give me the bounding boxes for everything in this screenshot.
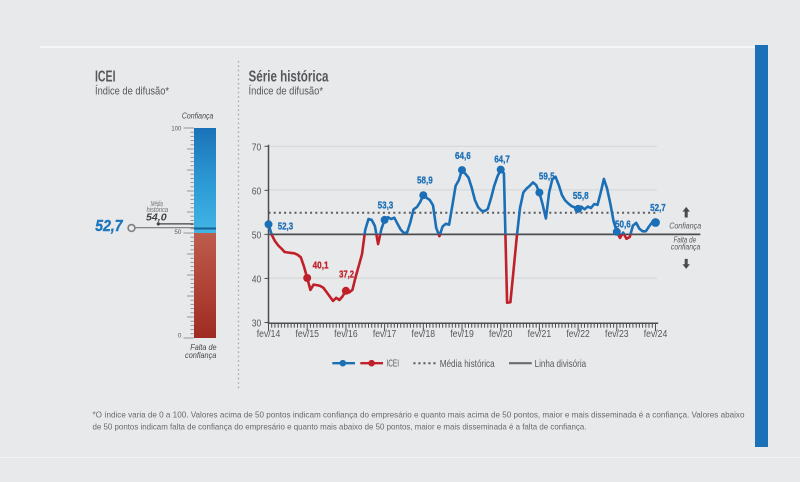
svg-text:52,3: 52,3 [278,221,294,233]
svg-text:de 50 pontos indicam falta de: de 50 pontos indicam falta de confiança … [93,422,587,432]
svg-text:confiança: confiança [671,242,701,251]
svg-text:Índice de difusão*: Índice de difusão* [249,85,324,98]
svg-text:40,1: 40,1 [313,260,329,272]
svg-text:60: 60 [252,186,262,197]
svg-text:Confiança: Confiança [182,111,214,121]
svg-text:fev/23: fev/23 [605,329,629,340]
svg-text:64,7: 64,7 [494,154,510,166]
svg-text:ICEI: ICEI [387,358,400,370]
svg-text:53,3: 53,3 [378,199,394,211]
svg-text:37,2: 37,2 [339,268,354,280]
svg-text:Média histórica: Média histórica [440,358,495,370]
svg-text:fev/17: fev/17 [373,329,397,340]
svg-text:40: 40 [252,274,262,285]
svg-text:30: 30 [252,319,262,330]
svg-text:50,6: 50,6 [615,218,631,230]
svg-text:Média: Média [151,201,163,208]
svg-text:Confiança: Confiança [669,221,701,230]
svg-text:Série histórica: Série histórica [249,69,329,86]
svg-text:Falta de: Falta de [673,236,696,245]
svg-text:50: 50 [174,230,182,236]
svg-text:70: 70 [252,142,262,153]
svg-text:fev/24: fev/24 [644,329,668,340]
svg-text:fev/20: fev/20 [489,329,513,340]
svg-text:58,9: 58,9 [417,174,433,186]
svg-text:0: 0 [178,334,182,340]
svg-text:52,7: 52,7 [650,202,666,214]
svg-text:fev/22: fev/22 [566,329,590,340]
svg-text:Falta de: Falta de [190,342,217,352]
svg-text:Índice de difusão*: Índice de difusão* [95,85,170,98]
svg-text:fev/19: fev/19 [450,329,474,340]
svg-text:100: 100 [171,127,182,133]
svg-text:fev/18: fev/18 [412,329,436,340]
svg-text:59,5: 59,5 [539,171,555,183]
svg-text:histórica: histórica [146,207,168,214]
svg-text:54,0: 54,0 [146,211,167,223]
svg-text:55,8: 55,8 [573,190,589,202]
svg-text:fev/16: fev/16 [334,329,358,340]
svg-text:Linha divisória: Linha divisória [535,358,587,370]
svg-text:ICEI: ICEI [95,69,116,86]
svg-text:fev/14: fev/14 [257,329,281,340]
svg-text:50: 50 [252,230,262,241]
svg-text:fev/15: fev/15 [295,329,319,340]
svg-text:*O índice varia de 0 a 100. Va: *O índice varia de 0 a 100. Valores acim… [93,410,745,420]
svg-text:confiança: confiança [185,350,217,360]
svg-text:fev/21: fev/21 [528,329,552,340]
svg-text:64,6: 64,6 [455,150,471,162]
svg-text:52,7: 52,7 [95,218,123,235]
